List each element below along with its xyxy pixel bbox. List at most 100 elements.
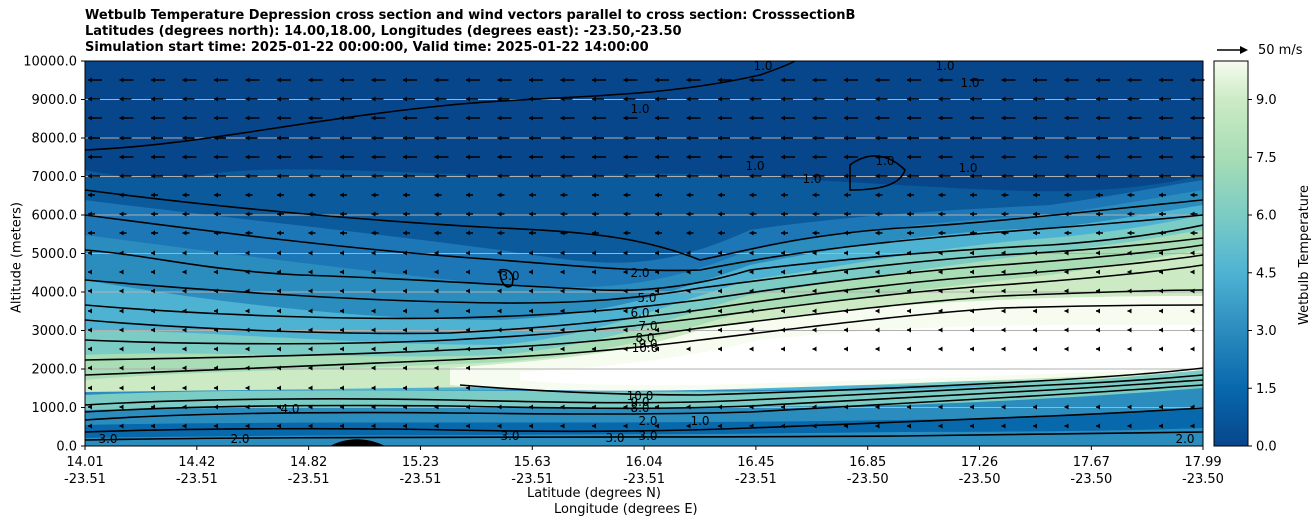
wind-vector-arrow (529, 269, 533, 275)
wind-vector-arrow (655, 404, 659, 410)
wind-vector-arrow (875, 154, 890, 160)
wind-vector-arrow (1001, 288, 1006, 294)
colorbar-tick-label: 6.0 (1256, 209, 1277, 224)
wind-vector-arrow (1096, 288, 1100, 294)
wind-vector-arrow (655, 173, 667, 179)
wind-vector-arrow (434, 173, 447, 179)
wind-vector-arrow (718, 192, 725, 198)
contour-label: 8.0 (635, 331, 654, 345)
wind-vector-arrow (151, 173, 163, 179)
wind-vector-arrow (907, 135, 919, 141)
wind-vector-arrow (812, 327, 817, 333)
wind-vector-arrow (812, 423, 817, 429)
wind-vector-arrow (686, 308, 691, 314)
wind-vector-arrow (245, 404, 250, 410)
wind-vector-arrow (1159, 230, 1166, 236)
wind-vector-arrow (1096, 404, 1100, 410)
wind-vector-arrow (340, 115, 354, 121)
wind-vector-arrow (781, 288, 785, 294)
wind-vector-arrow (403, 77, 417, 83)
wind-vector-arrow (371, 308, 376, 314)
wind-vector-arrow (151, 327, 155, 333)
wind-vector-arrow (403, 365, 407, 371)
wind-vector-arrow (151, 96, 163, 102)
wind-vector-arrow (434, 308, 439, 314)
wind-vector-arrow (214, 135, 226, 141)
wind-vector-arrow (151, 250, 155, 256)
wind-vector-arrow (88, 404, 92, 410)
wind-vector-arrow (308, 173, 321, 179)
wind-vector-arrow (371, 269, 376, 275)
wind-vector-arrow (466, 115, 480, 121)
wind-vector-arrow (718, 173, 730, 179)
x-tick-label-lat: 14.42 (178, 455, 215, 470)
wind-vector-arrow (340, 154, 354, 160)
wind-vector-arrow (403, 192, 410, 198)
contour-label: 2.0 (638, 414, 657, 428)
wind-vector-arrow (1096, 115, 1110, 121)
wind-vector-arrow (907, 404, 911, 410)
x-tick-label-lon: -23.51 (623, 472, 665, 487)
wind-vector-arrow (371, 192, 379, 198)
wind-vector-arrow (497, 230, 505, 236)
contour-label: 3.0 (638, 429, 657, 443)
wind-vector-arrow (308, 211, 316, 217)
x-tick-label-lon: -23.51 (735, 472, 777, 487)
wind-vector-arrow (875, 346, 880, 352)
wind-vector-arrow (529, 77, 543, 83)
wind-vector-arrow (592, 404, 596, 410)
wind-vector-arrow (718, 77, 732, 83)
wind-vector-arrow (560, 423, 565, 429)
wind-vector-arrow (277, 230, 284, 236)
wind-vector-arrow (403, 96, 415, 102)
wind-vector-arrow (1190, 250, 1195, 256)
wind-vector-arrow (529, 423, 533, 429)
wind-vector-arrow (623, 115, 638, 121)
wind-vector-arrow (560, 308, 565, 314)
wind-vector-arrow (907, 308, 911, 314)
wind-vector-arrow (214, 404, 218, 410)
wind-vector-arrow (308, 77, 323, 83)
wind-vector-arrow (497, 308, 502, 314)
wind-vector-arrow (119, 96, 132, 102)
wind-vector-arrow (970, 230, 977, 236)
wind-vector-arrow (623, 135, 636, 141)
wind-vector-arrow (907, 192, 914, 198)
wind-vector-arrow (308, 385, 313, 391)
wind-vector-arrow (749, 250, 754, 256)
wind-vector-arrow (1064, 115, 1079, 121)
wind-vector-arrow (1001, 77, 1016, 83)
wind-vector-arrow (1096, 250, 1100, 256)
y-tick-label: 2000.0 (32, 363, 78, 378)
wind-vector-arrow (245, 365, 250, 371)
wind-vector-arrow (434, 135, 447, 141)
wind-vector-arrow (781, 308, 785, 314)
wind-vector-arrow (1033, 96, 1045, 102)
wind-vector-arrow (245, 230, 253, 236)
wind-vector-arrow (686, 211, 694, 217)
wind-vector-arrow (182, 288, 187, 294)
y-tick-label: 7000.0 (32, 170, 78, 185)
wind-vector-arrow (623, 192, 631, 198)
contour-label: 1.0 (745, 159, 764, 173)
x-tick-label-lat: 16.85 (849, 455, 886, 470)
wind-vector-arrow (277, 346, 281, 352)
wind-vector-arrow (1033, 192, 1040, 198)
wind-vector-arrow (812, 135, 825, 141)
wind-vector-arrow (151, 115, 165, 121)
contour-label: 10.0 (627, 389, 654, 403)
wind-vector-arrow (781, 192, 788, 198)
x-tick-label-lon: -23.50 (1182, 472, 1224, 487)
contour-label: 4.0 (280, 402, 299, 416)
wind-vector-arrow (970, 77, 984, 83)
x-tick-label-lat: 17.26 (961, 455, 998, 470)
wind-vector-arrow (182, 327, 187, 333)
wind-vector-arrow (749, 135, 762, 141)
wind-vector-arrow (277, 365, 281, 371)
wind-vector-arrow (88, 250, 92, 256)
colorbar-tick-label: 7.5 (1256, 151, 1277, 166)
wind-vector-arrow (592, 135, 604, 141)
wind-vector-arrow (371, 288, 376, 294)
wind-vector-arrow (1064, 404, 1069, 410)
wind-vector-arrow (214, 288, 218, 294)
